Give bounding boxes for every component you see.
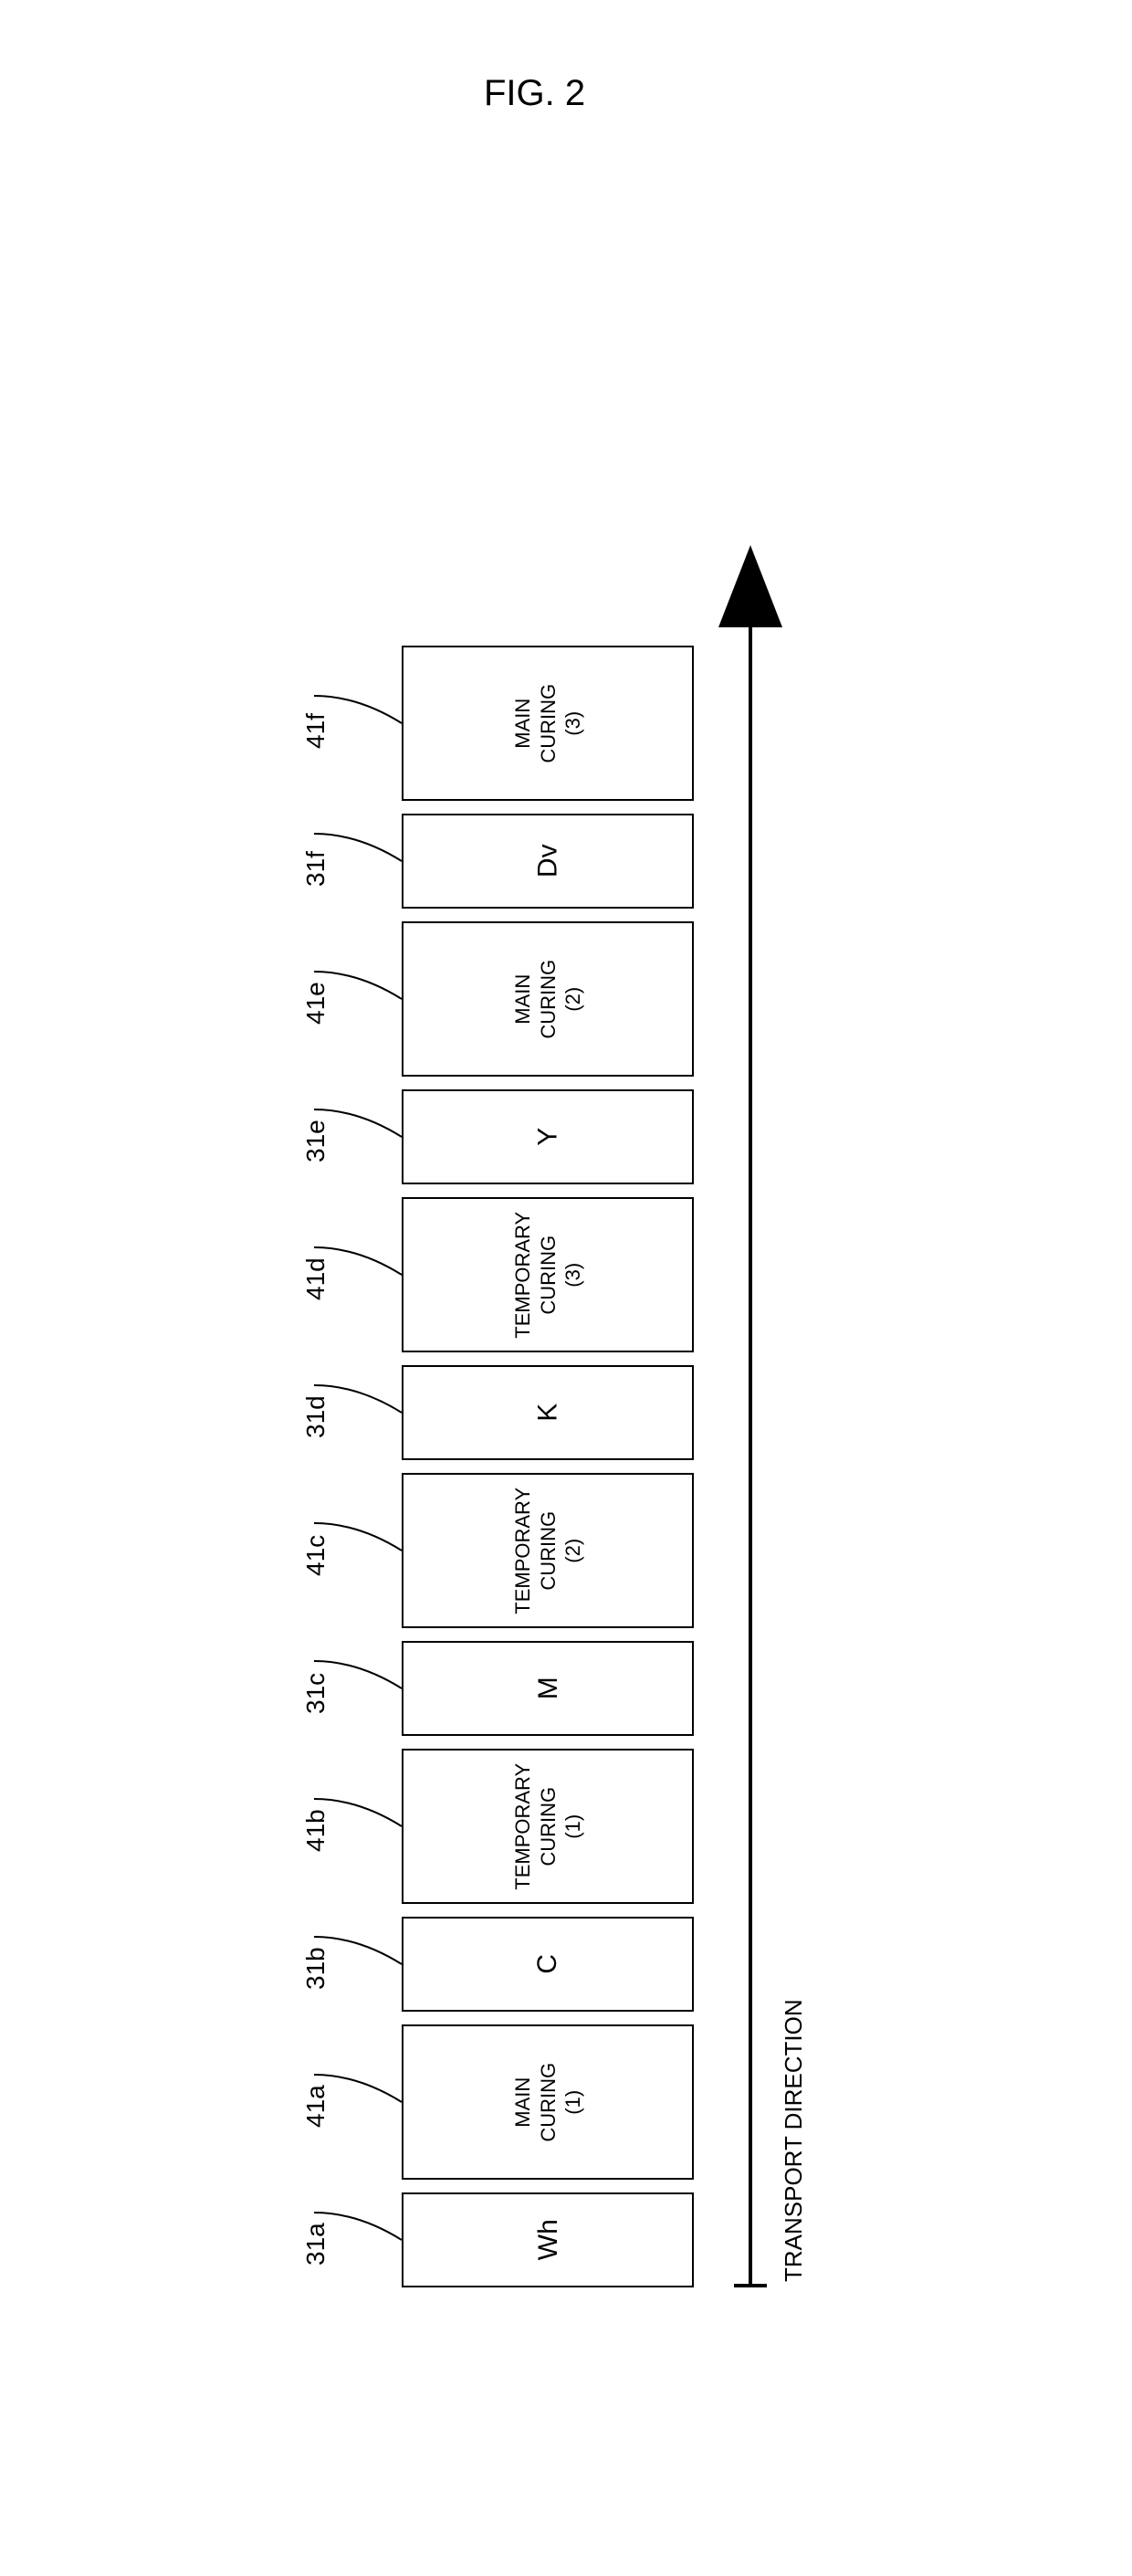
ref-label-31c: 31c	[301, 1673, 330, 1714]
transport-arrow-head	[718, 545, 782, 627]
box-label: K	[530, 1404, 565, 1422]
ref-label-41c: 41c	[301, 1535, 330, 1576]
curing-unit-41c: TEMPORARY CURING (2)	[402, 1473, 694, 1628]
curing-unit-41e: MAIN CURING (2)	[402, 921, 694, 1077]
ink-head-31c: M	[402, 1641, 694, 1736]
transport-arrow-base-tick	[734, 2284, 767, 2287]
ref-label-41b: 41b	[301, 1809, 330, 1852]
transport-direction-label: TRANSPORT DIRECTION	[780, 1999, 808, 2282]
box-label: TEMPORARY CURING (3)	[510, 1212, 586, 1339]
figure-stage: FIG. 2 Wh MAIN CURING (1) C TEMPORARY CURIN…	[0, 0, 1132, 2576]
curing-unit-41b: TEMPORARY CURING (1)	[402, 1749, 694, 1904]
box-label: Wh	[530, 2220, 565, 2261]
box-label: C	[530, 1954, 565, 1974]
ink-head-31a: Wh	[402, 2192, 694, 2287]
ink-head-31d: K	[402, 1365, 694, 1460]
ink-head-31b: C	[402, 1917, 694, 2012]
box-label: M	[530, 1677, 565, 1700]
ref-label-41a: 41a	[301, 2085, 330, 2128]
ref-label-31e: 31e	[301, 1120, 330, 1162]
curing-unit-41f: MAIN CURING (3)	[402, 646, 694, 801]
figure-title: FIG. 2	[484, 73, 585, 114]
ref-label-41f: 41f	[301, 713, 330, 749]
ref-label-31b: 31b	[301, 1947, 330, 1990]
ink-head-31f: Dv	[402, 814, 694, 909]
box-label: TEMPORARY CURING (1)	[510, 1763, 586, 1890]
ref-label-31f: 31f	[301, 851, 330, 887]
curing-unit-41a: MAIN CURING (1)	[402, 2024, 694, 2180]
ref-label-31a: 31a	[301, 2223, 330, 2266]
curing-unit-41d: TEMPORARY CURING (3)	[402, 1197, 694, 1352]
box-label: MAIN CURING (2)	[510, 960, 586, 1039]
ref-label-31d: 31d	[301, 1395, 330, 1438]
ref-label-41d: 41d	[301, 1257, 330, 1300]
box-label: Dv	[530, 845, 565, 878]
box-label: TEMPORARY CURING (2)	[510, 1488, 586, 1614]
ink-head-31e: Y	[402, 1089, 694, 1184]
ref-label-41e: 41e	[301, 982, 330, 1025]
box-label: MAIN CURING (1)	[510, 2063, 586, 2142]
box-label: Y	[530, 1128, 565, 1146]
transport-arrow-shaft	[749, 627, 752, 2287]
box-label: MAIN CURING (3)	[510, 684, 586, 763]
